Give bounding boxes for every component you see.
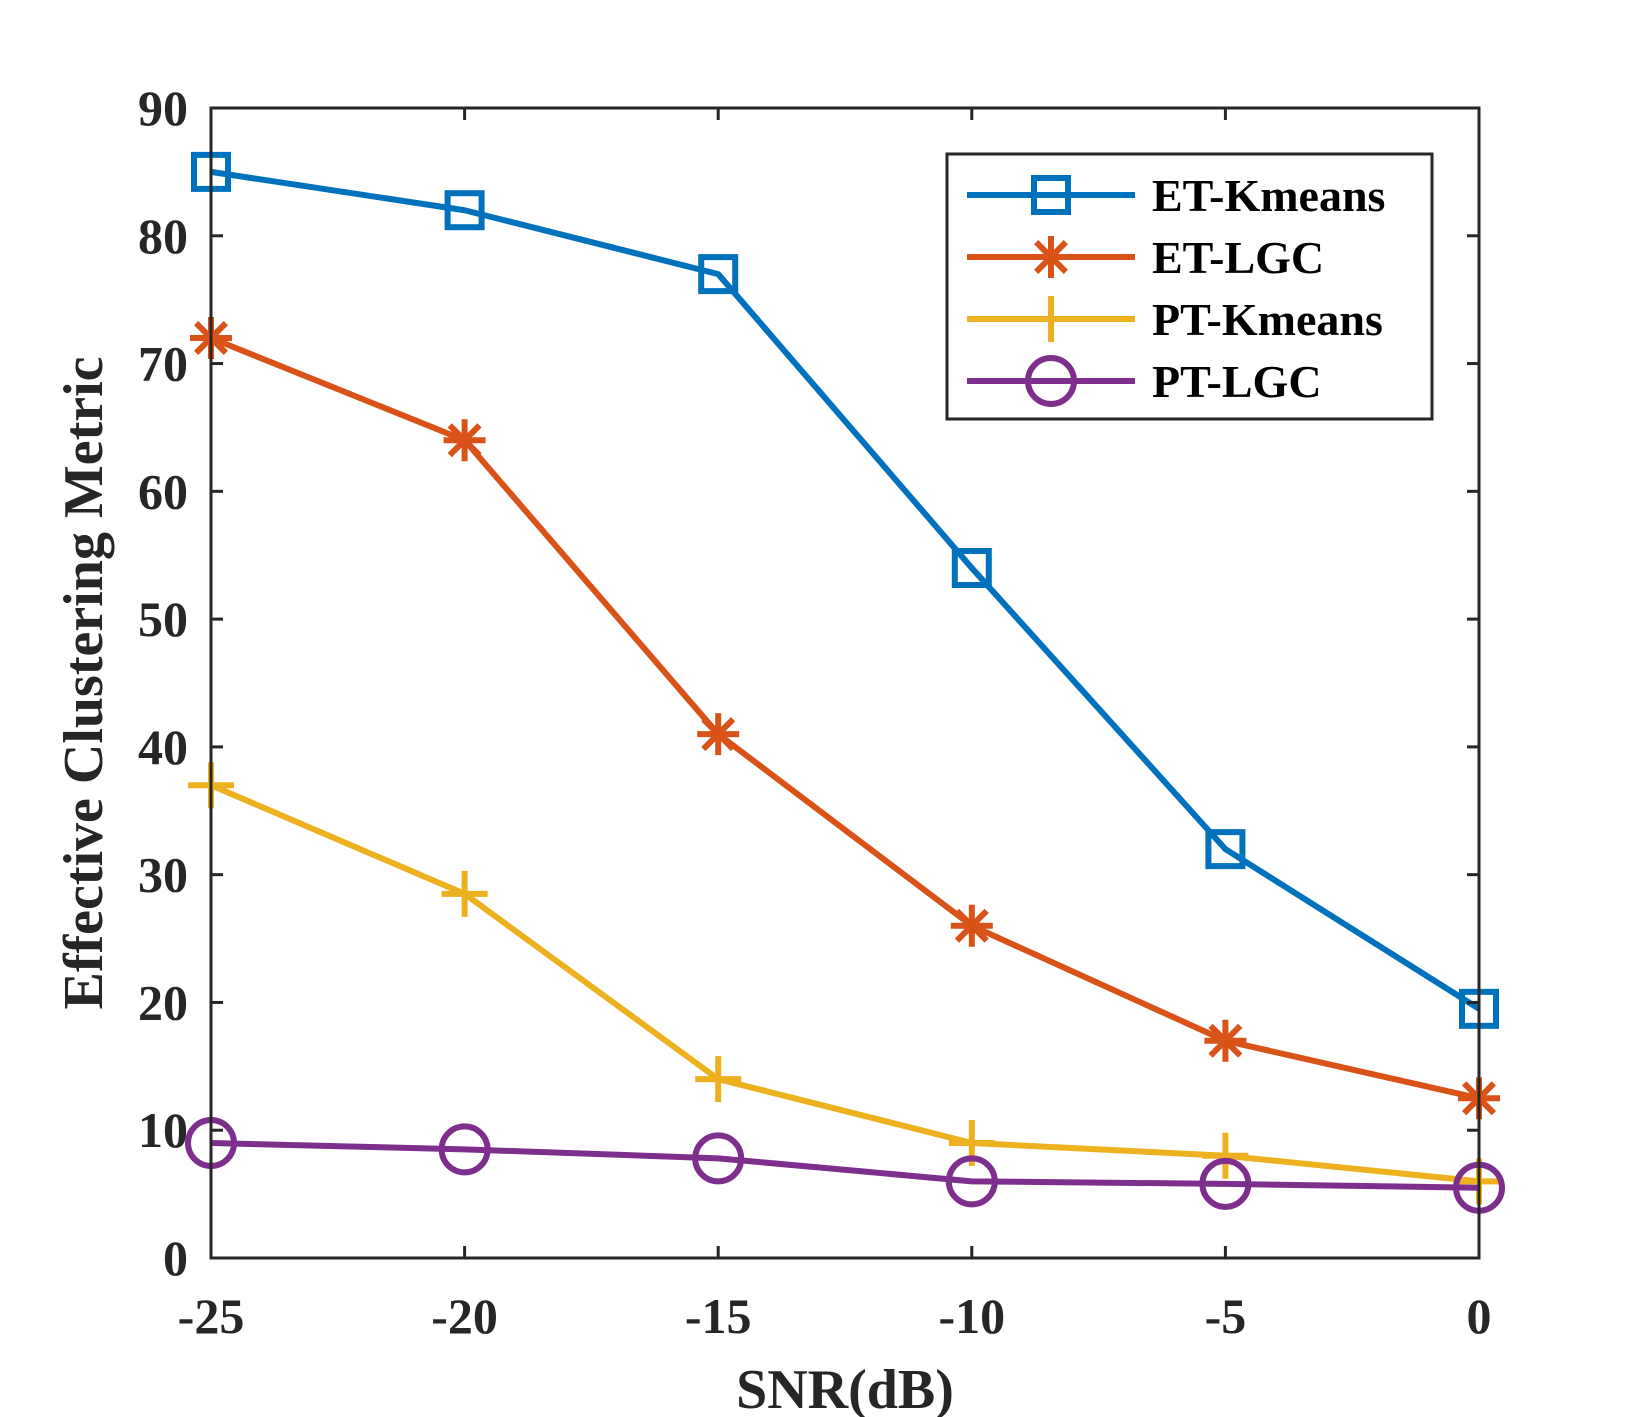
series-line-pt-kmeans	[209, 782, 1480, 1185]
data-point-pt-kmeans-2	[695, 1056, 742, 1103]
y-tick-label-6: 60	[138, 463, 188, 519]
x-tick-label-0: -25	[178, 1288, 245, 1344]
data-point-et-kmeans-1	[444, 190, 485, 231]
legend-marker-et-kmeans	[1031, 175, 1071, 215]
x-tick-label-1: -20	[431, 1288, 498, 1344]
data-point-et-lgc-4	[1204, 1019, 1247, 1062]
legend-marker-et-lgc	[1030, 236, 1072, 278]
legend-entry-pt-lgc: PT-LGC	[967, 355, 1322, 407]
legend-marker-et-lgc-arm-135	[1034, 240, 1068, 274]
legend-entry-et-lgc: ET-LGC	[967, 232, 1324, 283]
legend-marker-et-kmeans-shape	[1031, 175, 1071, 215]
legend-marker-pt-lgc-shape	[1025, 355, 1077, 407]
data-point-et-kmeans-4-shape	[1205, 829, 1246, 870]
data-point-pt-kmeans-4	[1202, 1132, 1249, 1179]
y-tick-label-8: 80	[138, 208, 188, 264]
data-point-pt-lgc-1-shape	[438, 1123, 491, 1176]
data-point-pt-lgc-4	[1199, 1157, 1252, 1210]
data-point-et-kmeans-2-shape	[698, 254, 739, 295]
y-tick-label-4: 40	[138, 719, 188, 775]
series-line-et-lgc	[209, 335, 1480, 1102]
data-point-et-kmeans-2	[698, 254, 739, 295]
legend-marker-pt-lgc	[1025, 355, 1077, 407]
x-tick-label-2: -15	[685, 1288, 752, 1344]
legend-label-pt-kmeans: PT-Kmeans	[1152, 294, 1383, 345]
data-point-et-lgc-3-arm-135	[954, 908, 989, 943]
data-point-et-lgc-1	[443, 419, 486, 462]
legend-label-et-kmeans: ET-Kmeans	[1152, 170, 1385, 221]
x-tick-label-5: 0	[1467, 1288, 1492, 1344]
data-point-pt-lgc-1	[438, 1123, 491, 1176]
data-point-et-lgc-2	[697, 713, 740, 756]
data-point-et-kmeans-3	[951, 548, 992, 588]
data-point-pt-lgc-2-shape	[692, 1132, 745, 1185]
x-tick-label-3: -10	[938, 1288, 1005, 1344]
legend-marker-pt-kmeans	[1028, 296, 1074, 342]
data-point-et-kmeans-1-shape	[444, 190, 485, 231]
legend: ET-Kmeans ET-LGC PT-Kmeans PT-LGC	[945, 152, 1434, 421]
data-point-pt-lgc-2	[692, 1132, 745, 1185]
x-axis-label: SNR(dB)	[736, 1359, 954, 1417]
y-tick-label-7: 70	[138, 336, 188, 392]
data-point-et-kmeans-4	[1205, 829, 1246, 870]
legend-entry-pt-kmeans: PT-Kmeans	[967, 294, 1383, 345]
legend-label-pt-lgc: PT-LGC	[1152, 356, 1322, 407]
data-point-pt-lgc-4-shape	[1199, 1157, 1252, 1210]
ticks-layer: -25 -20 -15 -10 -5 0 0 10 20 30 40 50 60 70 80 90	[138, 80, 1492, 1344]
x-tick-label-4: -5	[1205, 1288, 1247, 1344]
data-point-et-lgc-4-arm-135	[1208, 1023, 1243, 1058]
data-point-pt-lgc-3	[945, 1155, 998, 1208]
y-tick-label-0: 0	[163, 1230, 188, 1286]
data-point-pt-lgc-3-shape	[945, 1155, 998, 1208]
y-tick-label-3: 30	[138, 847, 188, 903]
plot-frame	[209, 106, 1481, 1260]
y-tick-label-9: 90	[138, 80, 188, 136]
series-layer	[185, 151, 1505, 1214]
legend-entry-et-kmeans: ET-Kmeans	[967, 170, 1385, 221]
legend-label-et-lgc: ET-LGC	[1152, 232, 1324, 283]
data-point-et-lgc-1-arm-135	[447, 423, 482, 458]
data-point-et-lgc-2-arm-135	[701, 717, 736, 752]
y-tick-label-5: 50	[138, 591, 188, 647]
series-line-et-kmeans	[210, 168, 1481, 1012]
data-point-et-lgc-3	[950, 904, 993, 947]
y-tick-label-1: 10	[138, 1102, 188, 1158]
data-point-pt-kmeans-1	[441, 870, 488, 917]
series-line-pt-lgc	[210, 1140, 1480, 1191]
y-axis-label: Effective Clustering Metric	[53, 356, 115, 1009]
y-tick-label-2: 20	[138, 974, 188, 1030]
data-point-et-kmeans-3-shape	[951, 548, 992, 588]
